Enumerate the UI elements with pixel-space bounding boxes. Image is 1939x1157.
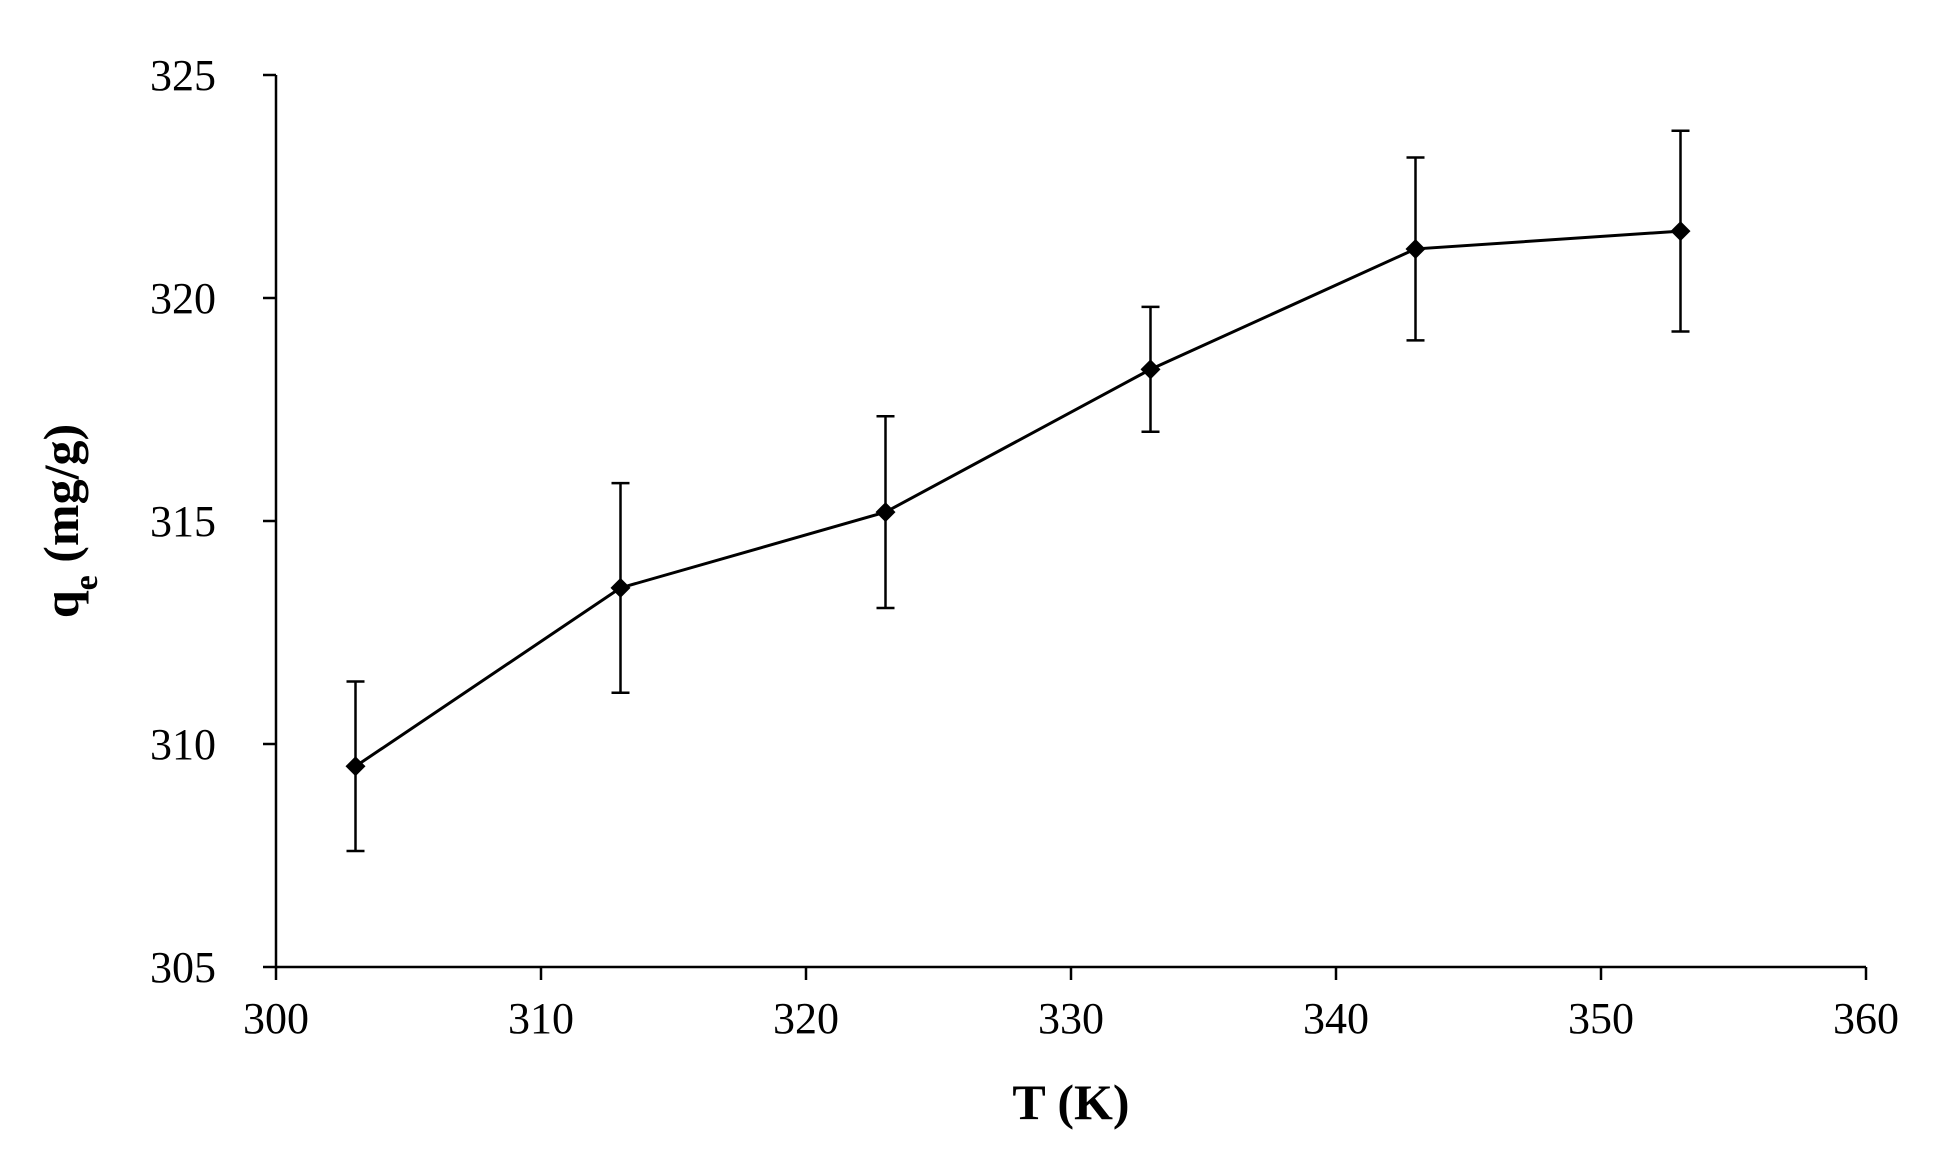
- x-tick-label: 360: [1833, 994, 1899, 1043]
- y-axis-title-subscript: e: [68, 575, 105, 590]
- x-tick-label: 310: [508, 994, 574, 1043]
- data-point-marker: [875, 502, 896, 523]
- x-tick-label: 300: [243, 994, 309, 1043]
- x-tick-label: 340: [1303, 994, 1369, 1043]
- axes: [274, 75, 1866, 969]
- x-tick-label: 350: [1568, 994, 1634, 1043]
- y-axis-title-unit: (mg/g): [33, 424, 89, 575]
- y-tick-label: 325: [150, 51, 216, 100]
- x-tick-label: 320: [773, 994, 839, 1043]
- data-point-marker: [610, 577, 631, 598]
- y-tick-label: 320: [150, 274, 216, 323]
- ticks: 300 310 320 330 340 350 360 305 310 315 320 325: [150, 51, 1899, 1043]
- series-line: [354, 229, 1681, 768]
- data-point-marker: [1140, 359, 1161, 380]
- y-axis-title: qe (mg/g): [33, 424, 105, 618]
- x-tick-label: 330: [1038, 994, 1104, 1043]
- y-tick-label: 305: [150, 943, 216, 992]
- x-axis-title: T (K): [1012, 1074, 1129, 1130]
- series: [345, 129, 1691, 853]
- data-point-marker: [1670, 221, 1691, 242]
- y-tick-label: 310: [150, 720, 216, 769]
- data-point-marker: [1405, 238, 1426, 259]
- y-tick-label: 315: [150, 497, 216, 546]
- y-axis-title-main: q: [33, 590, 89, 618]
- data-point-marker: [345, 756, 366, 777]
